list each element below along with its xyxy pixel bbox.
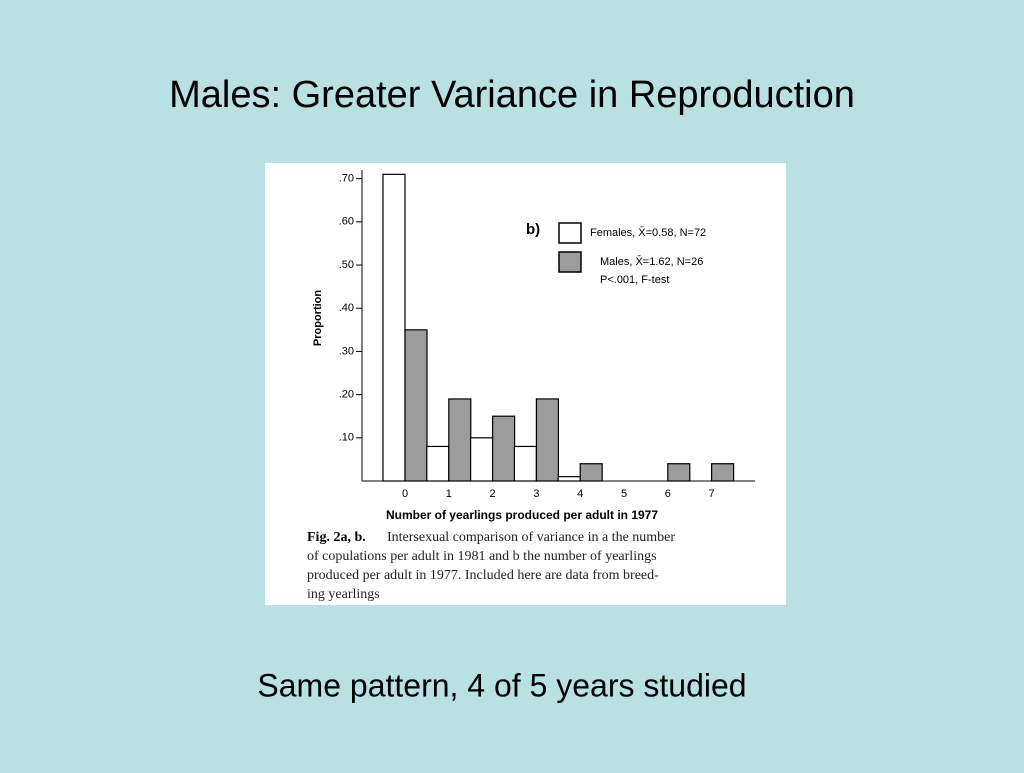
- annotation: P<.001, F-test: [600, 274, 669, 286]
- figure-background: [265, 163, 786, 605]
- y-tick-label: .50: [339, 259, 354, 271]
- legend-swatch: [558, 222, 582, 244]
- x-tick-label: 6: [665, 488, 671, 500]
- y-tick-label: .40: [339, 302, 354, 314]
- x-tick-label: 1: [446, 488, 452, 500]
- x-tick-label: 7: [709, 488, 715, 500]
- y-tick-label: .10: [339, 432, 354, 444]
- x-tick-label: 5: [621, 488, 627, 500]
- slide-title: Males: Greater Variance in Reproduction: [169, 74, 855, 116]
- legend-label: Females, X̄=0.58, N=72: [590, 226, 706, 239]
- bar: [448, 398, 472, 482]
- bar: [710, 463, 735, 482]
- x-tick-label: 0: [402, 488, 408, 500]
- legend-swatch: [558, 251, 582, 273]
- caption-line: ing yearlings: [307, 587, 380, 602]
- y-tick-label: .30: [339, 345, 354, 357]
- bar: [426, 445, 450, 482]
- bar: [579, 463, 603, 482]
- bar: [667, 463, 691, 482]
- bar: [513, 445, 538, 482]
- caption-line: produced per adult in 1977. Included her…: [307, 568, 659, 583]
- caption-line: of copulations per adult in 1981 and b t…: [307, 549, 657, 564]
- y-tick-label: .60: [339, 216, 354, 228]
- bar: [404, 329, 428, 482]
- y-tick-label: .70: [339, 173, 354, 185]
- x-tick-label: 2: [490, 488, 496, 500]
- x-tick-label: 4: [577, 488, 583, 500]
- slide-footer: Same pattern, 4 of 5 years studied: [257, 667, 746, 703]
- y-tick-label: .20: [339, 389, 354, 401]
- bar: [470, 437, 494, 482]
- x-axis-label: Number of yearlings produced per adult i…: [386, 508, 658, 522]
- bar: [535, 398, 560, 482]
- caption-line: Intersexual comparison of variance in a …: [387, 530, 675, 545]
- panel-label: b): [526, 221, 540, 238]
- y-axis-label: Proportion: [312, 290, 324, 346]
- legend-label: Males, X̄=1.62, N=26: [600, 255, 703, 268]
- caption-label: Fig. 2a, b.: [307, 530, 366, 545]
- bar: [557, 476, 581, 482]
- bar: [382, 173, 406, 482]
- x-tick-label: 3: [533, 488, 539, 500]
- bar: [492, 415, 516, 482]
